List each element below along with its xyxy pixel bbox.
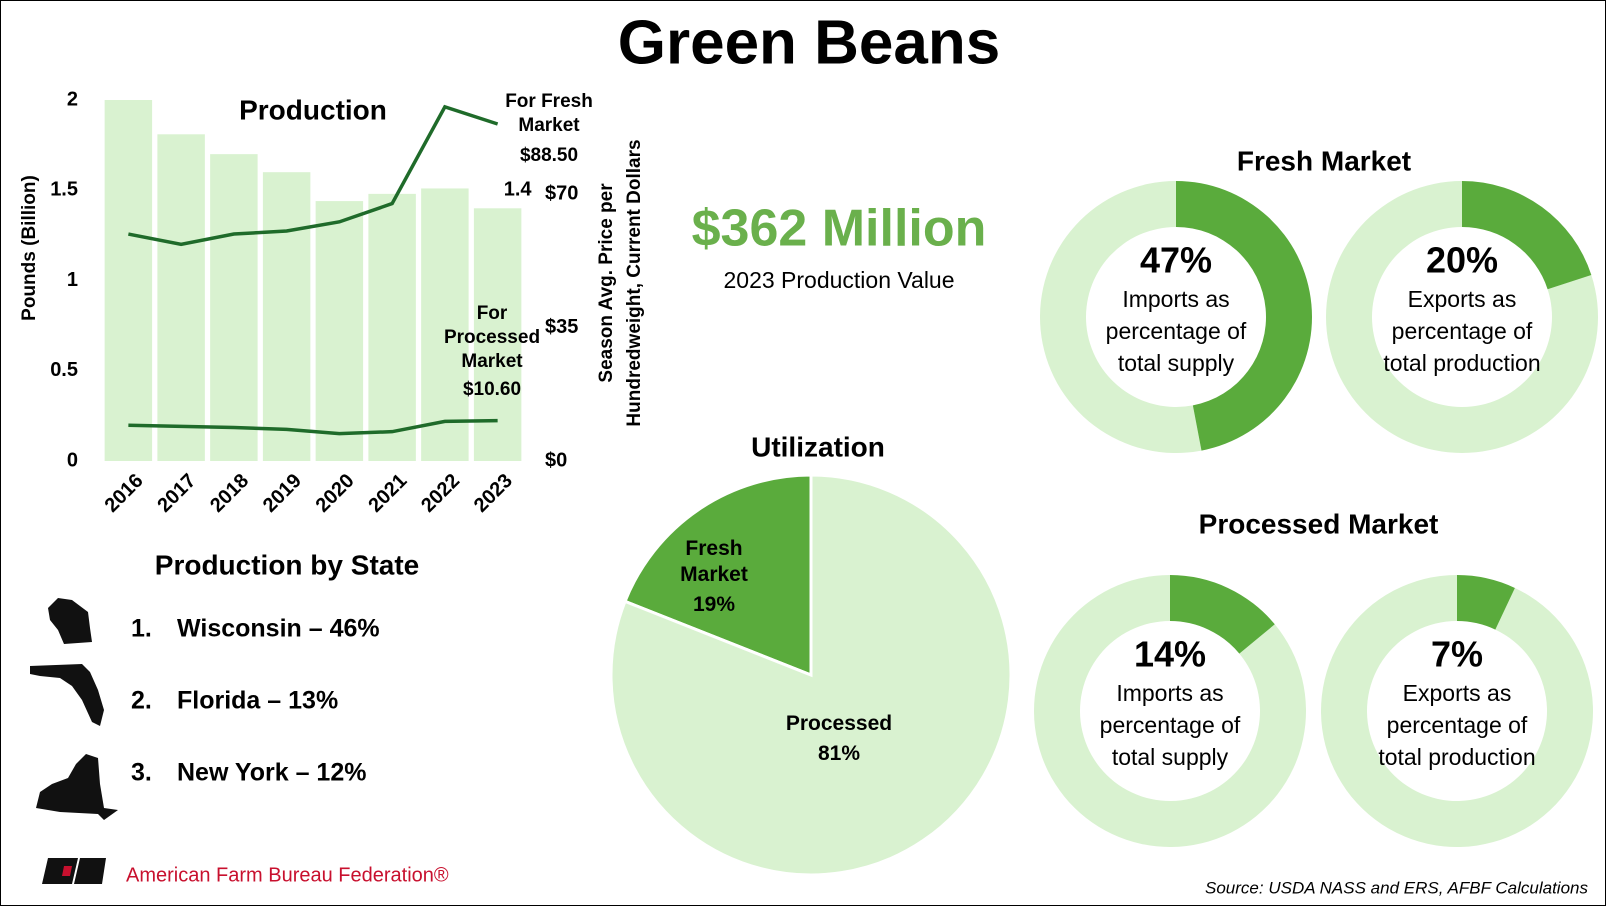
slice-value-label: 81% <box>817 742 861 765</box>
x-tick-label: 2021 <box>364 470 411 517</box>
line-value-label: $10.60 <box>462 379 522 400</box>
state-label: Wisconsin – 46% <box>177 615 380 643</box>
bar <box>262 172 311 461</box>
bar <box>421 188 469 461</box>
donut-label: Exports as percentage of total productio… <box>1383 286 1541 376</box>
donut-value-label: 20% <box>1426 240 1498 281</box>
state-label: Florida – 13% <box>177 687 338 715</box>
series-annotation: For Fresh Market <box>505 91 593 136</box>
y2-axis-label: Hundredweight, Current Dollars <box>624 139 645 426</box>
donut-label: Imports as percentage of total supply <box>1105 286 1247 376</box>
y2-tick-label: $35 <box>545 316 578 338</box>
line-value-label: $88.50 <box>519 145 579 166</box>
state-icons <box>30 598 118 820</box>
donut-value <box>1457 575 1515 630</box>
slice-label: Processed <box>785 712 893 735</box>
afbf-logo-mark <box>42 858 106 884</box>
donut-rest <box>1320 575 1593 847</box>
donut-value-label: 14% <box>1134 634 1206 675</box>
donut-value <box>1176 181 1313 451</box>
donut-value <box>1170 575 1275 654</box>
y-tick-label: 1.5 <box>50 179 78 201</box>
line <box>128 418 498 436</box>
series-annotation: For Processed Market <box>443 303 541 372</box>
donut-value-label: 7% <box>1431 634 1483 675</box>
state-rank: 1. <box>131 615 152 643</box>
new-york-icon <box>36 754 118 820</box>
x-tick-label: 2017 <box>153 470 200 517</box>
x-tick-label: 2023 <box>470 470 517 517</box>
logo-text: American Farm Bureau Federation® <box>126 864 449 886</box>
headline-label: 2023 Production Value <box>723 267 954 293</box>
state-rank: 2. <box>131 687 152 715</box>
bar <box>473 208 522 461</box>
x-tick-label: 2018 <box>206 470 253 517</box>
y-tick-label: 1 <box>67 269 78 291</box>
y2-tick-label: $0 <box>545 449 567 471</box>
donut-value-label: 47% <box>1140 240 1212 281</box>
states-title: Production by State <box>155 549 419 580</box>
chart-title: Production <box>239 94 387 125</box>
bar <box>157 134 205 462</box>
donut-rest <box>1040 181 1202 453</box>
x-tick-label: 2016 <box>101 470 148 517</box>
y-tick-label: 2 <box>67 88 78 110</box>
y-tick-label: 0.5 <box>50 359 78 381</box>
y2-tick-label: $70 <box>545 183 578 205</box>
donut-rest <box>1034 575 1306 847</box>
y-axis-label: Pounds (Billion) <box>19 175 40 321</box>
state-rank: 3. <box>131 759 152 787</box>
donut-value <box>1462 181 1592 290</box>
state-label: New York – 12% <box>177 759 366 787</box>
chart-title: Utilization <box>751 431 885 462</box>
donut-label: Imports as percentage of total supply <box>1099 680 1241 770</box>
chart-title: Fresh Market <box>1237 145 1411 176</box>
x-tick-label: 2020 <box>312 470 359 517</box>
bar <box>368 193 416 462</box>
pie-slice <box>623 473 813 678</box>
headline-value: $362 Million <box>692 200 987 258</box>
y-tick-label: 0 <box>67 449 78 471</box>
line <box>128 104 499 247</box>
slice-label: Fresh Market <box>680 537 748 587</box>
pie-slice <box>609 473 1013 877</box>
bar <box>104 100 153 461</box>
slice-value-label: 19% <box>692 593 736 616</box>
bar-value-label: 1.4 <box>504 179 533 201</box>
y2-axis-label: Season Avg. Price per <box>596 183 617 383</box>
donut-rest <box>1326 181 1598 453</box>
page-title: Green Beans <box>618 8 1001 77</box>
florida-icon <box>30 664 104 726</box>
source: Source: USDA NASS and ERS, AFBF Calculat… <box>1205 878 1588 897</box>
chart-title: Processed Market <box>1199 508 1439 539</box>
x-tick-label: 2019 <box>259 470 306 517</box>
bar <box>210 154 258 461</box>
bar <box>315 201 364 461</box>
donut-label: Exports as percentage of total productio… <box>1378 680 1536 770</box>
wisconsin-icon <box>48 598 92 644</box>
x-tick-label: 2022 <box>417 470 464 517</box>
